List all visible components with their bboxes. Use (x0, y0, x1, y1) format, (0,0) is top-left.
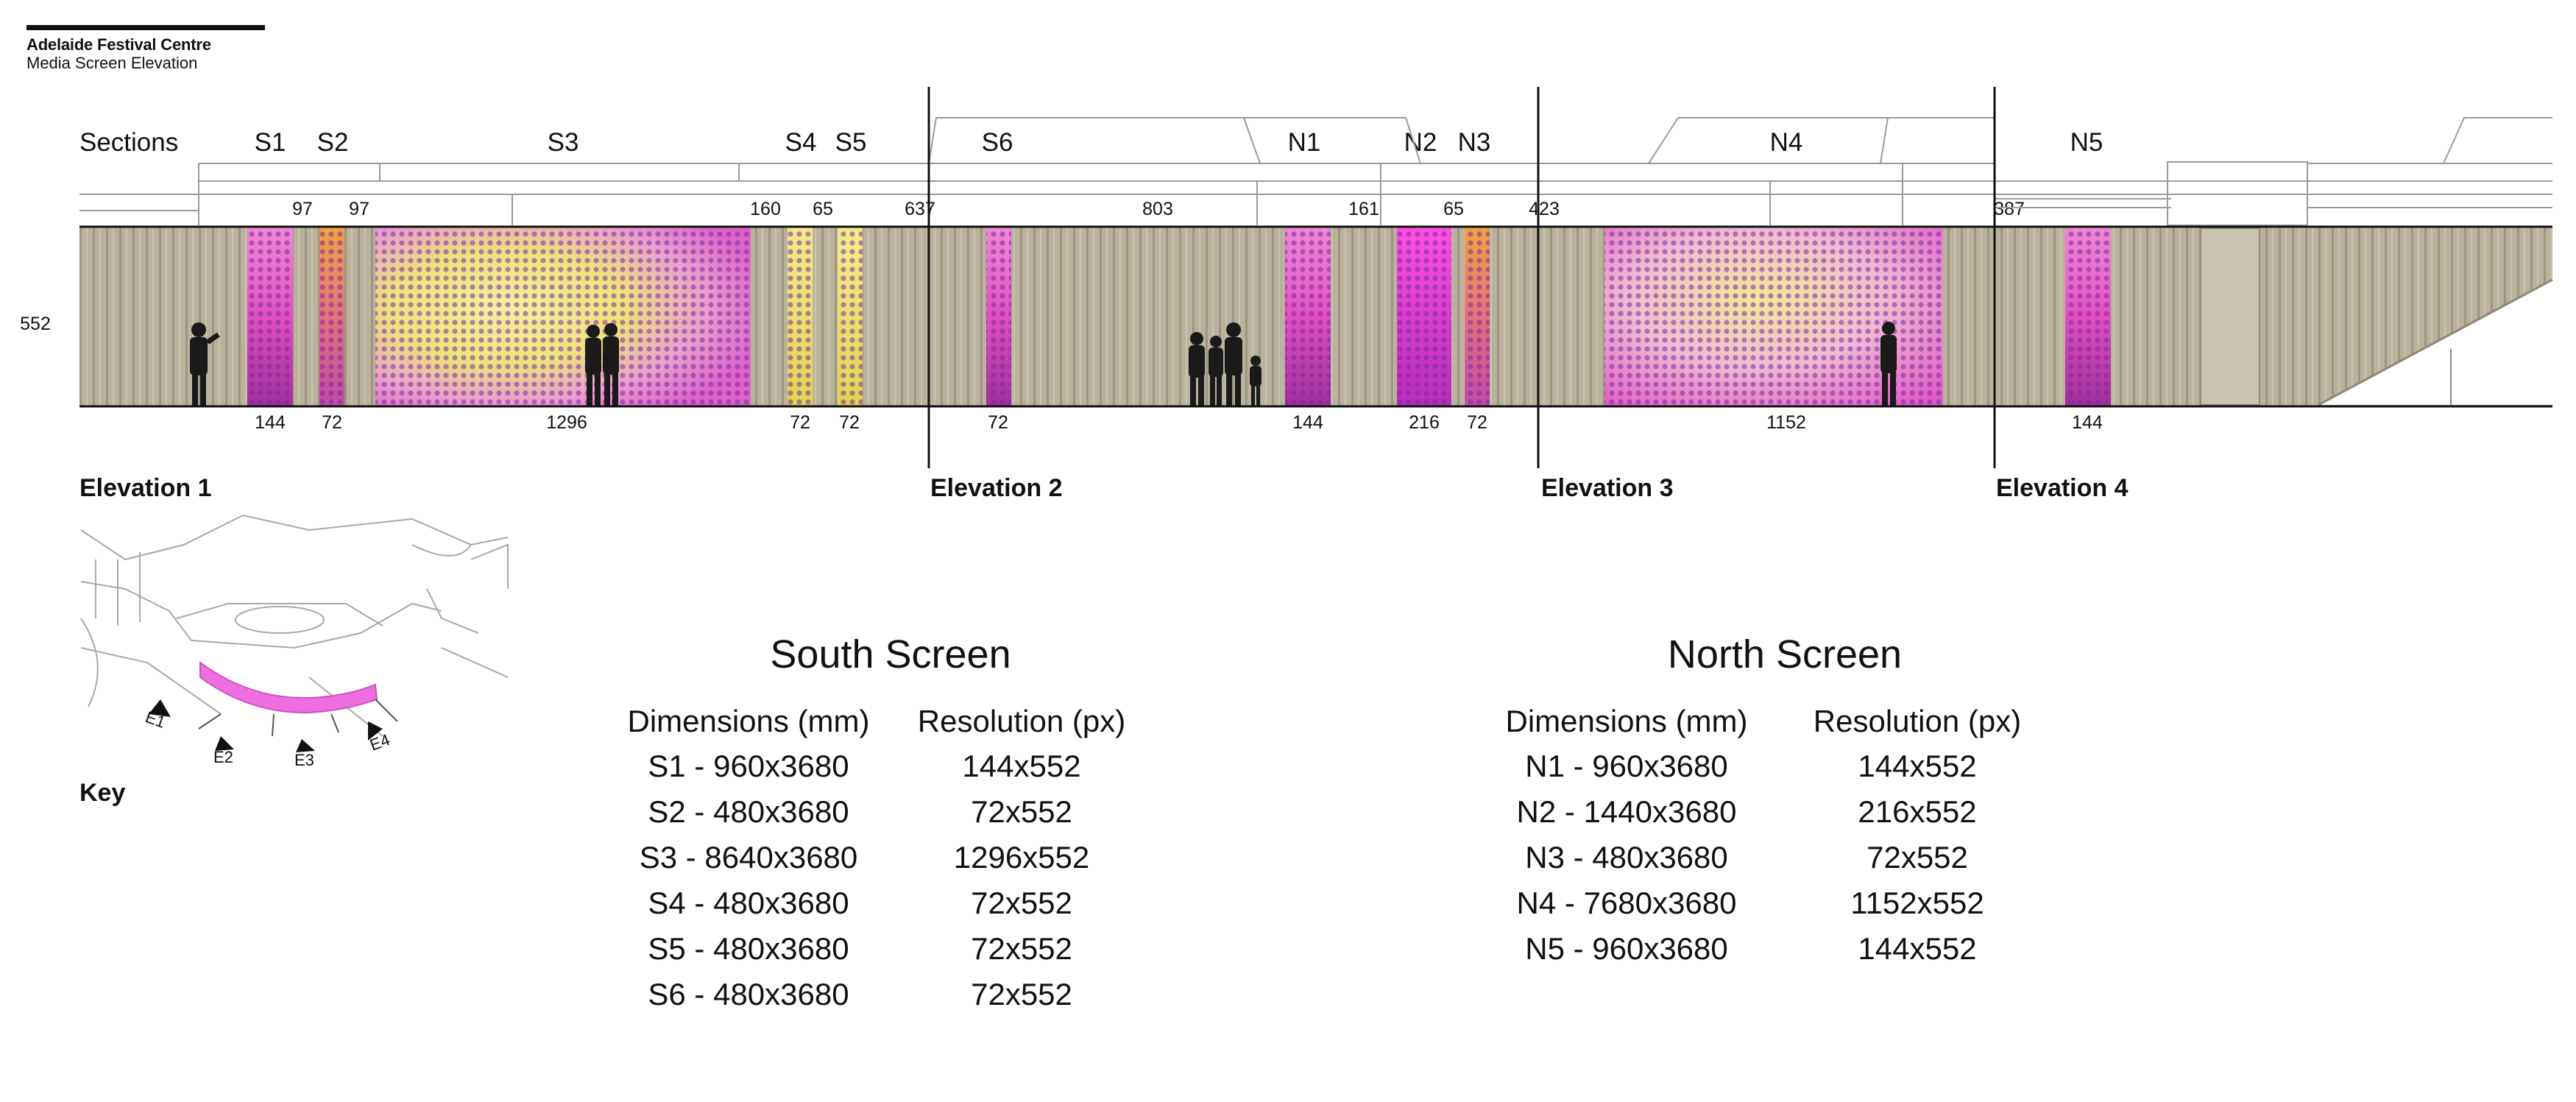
north-row-dimension: N1 - 960x3680 (1525, 749, 1728, 783)
south-row-resolution: 72x552 (971, 794, 1072, 829)
section-label-n5: N5 (2070, 128, 2103, 157)
dim-top: 423 (1529, 199, 1560, 219)
south-row-resolution: 72x552 (971, 886, 1072, 920)
section-label-n3: N3 (1457, 128, 1491, 157)
north-row-dimension: N2 - 1440x3680 (1516, 794, 1737, 829)
north-screen-title: North Screen (1667, 632, 1903, 677)
dim-bottom: 72 (1467, 412, 1487, 433)
key-marker: E3 (294, 751, 314, 769)
north-row-resolution: 144x552 (1858, 931, 1977, 966)
dim-top: 97 (349, 199, 369, 219)
elevation-label-1: Elevation 1 (79, 474, 212, 502)
dim-top: 387 (1994, 199, 2025, 219)
south-row-dimension: S4 - 480x3680 (648, 886, 849, 920)
key-label: Key (79, 779, 126, 807)
elevation-label-4: Elevation 4 (1996, 474, 2129, 502)
south-screen-title: South Screen (770, 632, 1011, 677)
south-row-dimension: S1 - 960x3680 (648, 749, 849, 783)
north-col-dimensions: Dimensions (mm) (1505, 704, 1748, 738)
dim-top: 803 (1142, 199, 1173, 219)
section-label-s3: S3 (547, 128, 579, 157)
dim-top: 65 (1443, 199, 1464, 219)
south-row-dimension: S3 - 8640x3680 (639, 840, 858, 875)
north-row-dimension: N5 - 960x3680 (1525, 931, 1728, 966)
elevation-label-3: Elevation 3 (1541, 474, 1674, 502)
section-label-s4: S4 (785, 128, 817, 157)
height-dimension: 552 (20, 314, 51, 334)
section-label-n2: N2 (1404, 128, 1437, 157)
dim-bottom: 72 (839, 412, 860, 433)
dim-top: 637 (905, 199, 935, 219)
south-row-dimension: S2 - 480x3680 (648, 794, 849, 829)
brand-subtitle: Media Screen Elevation (26, 54, 198, 72)
brand-rule (26, 25, 265, 30)
north-row-resolution: 216x552 (1858, 794, 1977, 829)
south-row-dimension: S5 - 480x3680 (648, 931, 849, 966)
south-row-resolution: 1296x552 (953, 840, 1090, 875)
dim-bottom: 144 (2072, 412, 2103, 433)
section-label-n4: N4 (1769, 128, 1803, 157)
key-marker: E2 (213, 748, 233, 766)
dim-top: 65 (813, 199, 833, 219)
dim-top: 97 (292, 199, 313, 219)
dim-bottom: 144 (255, 412, 286, 433)
south-col-dimensions: Dimensions (mm) (627, 704, 870, 738)
brand-title: Adelaide Festival Centre (26, 35, 211, 54)
south-col-resolution: Resolution (px) (917, 704, 1126, 738)
section-label-s5: S5 (835, 128, 867, 157)
dim-bottom: 72 (322, 412, 342, 433)
dim-bottom: 1152 (1766, 412, 1806, 433)
south-row-resolution: 144x552 (962, 749, 1081, 783)
dim-top: 160 (750, 199, 781, 219)
sections-heading: Sections (79, 128, 179, 157)
south-row-resolution: 72x552 (971, 931, 1072, 966)
dim-top: 161 (1348, 199, 1379, 219)
dim-bottom: 72 (988, 412, 1008, 433)
dim-bottom: 216 (1409, 412, 1440, 433)
elevation-label-2: Elevation 2 (930, 474, 1063, 502)
section-label-s2: S2 (316, 128, 349, 157)
north-col-resolution: Resolution (px) (1813, 704, 2022, 738)
section-label-s6: S6 (981, 128, 1013, 157)
dim-bottom: 144 (1292, 412, 1323, 433)
section-label-s1: S1 (254, 128, 286, 157)
north-row-resolution: 72x552 (1866, 840, 1968, 875)
north-row-resolution: 144x552 (1858, 749, 1977, 783)
north-row-dimension: N3 - 480x3680 (1525, 840, 1728, 875)
dim-bottom: 72 (790, 412, 810, 433)
dim-bottom: 1296 (546, 412, 587, 433)
south-row-dimension: S6 - 480x3680 (648, 977, 849, 1011)
section-label-n1: N1 (1287, 128, 1321, 157)
south-row-resolution: 72x552 (971, 977, 1072, 1011)
north-row-dimension: N4 - 7680x3680 (1516, 886, 1737, 920)
north-row-resolution: 1152x552 (1850, 886, 1984, 920)
